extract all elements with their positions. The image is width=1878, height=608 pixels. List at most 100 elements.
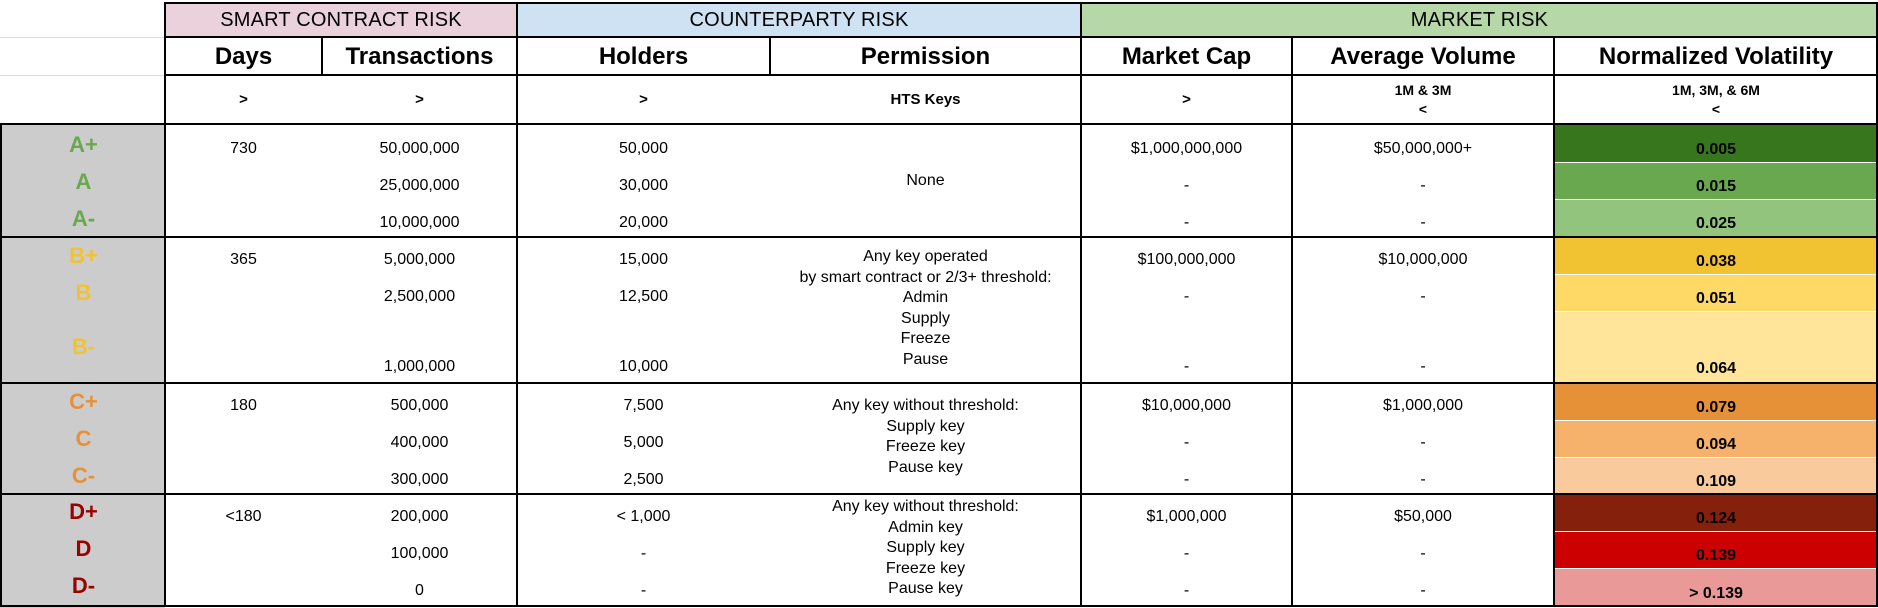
transactions-value: 200,000 [390, 508, 449, 525]
permission-line: Pause key [888, 580, 963, 597]
grade-label: D [75, 536, 92, 561]
border-line [0, 493, 1878, 495]
volatility-separator [1554, 420, 1878, 421]
grade-column-background [0, 125, 165, 608]
volatility-cell: 0.051 [1554, 275, 1878, 311]
volatility-cell: 0.005 [1554, 125, 1878, 162]
grid-line [0, 37, 165, 38]
permission-line: Supply key [886, 539, 965, 556]
grade-label: C- [71, 463, 96, 488]
column-header-permission: Permission [860, 42, 991, 70]
permission-value-c: Any key without threshold: Supply key Fr… [770, 396, 1081, 478]
holders-value: 12,500 [619, 288, 668, 305]
market-cap-value: - [1183, 471, 1190, 488]
permission-value-b: Any key operated by smart contract or 2/… [770, 247, 1081, 370]
subheader-average-volume-operator: < [1418, 101, 1428, 117]
volatility-cell: 0.109 [1554, 458, 1878, 493]
transactions-value: 50,000,000 [379, 140, 460, 157]
volatility-cell: 0.094 [1554, 421, 1878, 457]
border-line [769, 36, 771, 76]
border-line [0, 123, 1878, 125]
market-cap-value: - [1183, 545, 1190, 562]
market-cap-value: - [1183, 288, 1190, 305]
column-header-market-cap: Market Cap [1121, 42, 1252, 70]
border-line [0, 123, 2, 607]
transactions-value: 400,000 [390, 434, 449, 451]
group-header-smart-contract: SMART CONTRACT RISK [165, 3, 517, 37]
volatility-cell: 0.079 [1554, 384, 1878, 420]
transactions-value: 1,000,000 [383, 358, 456, 375]
transactions-value: 5,000,000 [383, 251, 456, 268]
group-header-counterparty: COUNTERPARTY RISK [517, 3, 1081, 37]
volatility-value: 0.064 [1695, 360, 1737, 377]
volatility-value: 0.079 [1695, 399, 1737, 416]
average-volume-value: - [1420, 358, 1426, 375]
average-volume-value: - [1420, 434, 1426, 451]
volatility-value: 0.109 [1695, 472, 1737, 490]
permission-line: by smart contract or 2/3+ threshold: [799, 268, 1052, 286]
border-line [516, 2, 518, 607]
grade-label: A- [71, 206, 96, 231]
transactions-value: 300,000 [390, 471, 449, 488]
permission-line: Any key operated [863, 248, 988, 265]
grade-label: D- [71, 573, 96, 598]
holders-value: 30,000 [619, 177, 668, 194]
grade-label: A [75, 169, 92, 194]
transactions-value: 25,000,000 [379, 177, 460, 194]
market-cap-value: - [1183, 358, 1190, 375]
volatility-value: 0.025 [1695, 215, 1737, 232]
permission-line: Freeze key [885, 438, 966, 455]
holders-value: - [640, 545, 647, 562]
volatility-separator [1554, 199, 1878, 200]
volatility-separator [1554, 274, 1878, 275]
grade-label: A+ [69, 132, 98, 157]
transactions-value: 0 [415, 582, 424, 599]
volatility-value: 0.005 [1695, 140, 1737, 158]
market-cap-value: - [1183, 177, 1190, 194]
permission-line: Any key without threshold: [832, 397, 1019, 414]
border-line [165, 74, 1878, 76]
column-header-transactions: Transactions [345, 42, 494, 70]
market-cap-value: - [1183, 582, 1190, 599]
permission-line: Pause [902, 350, 949, 368]
transactions-value: 10,000,000 [379, 214, 460, 231]
holders-value: 2,500 [623, 471, 664, 488]
border-line [1876, 2, 1878, 607]
transactions-value: 2,500,000 [383, 288, 456, 305]
subheader-volatility: 1M, 3M, & 6M < [1554, 76, 1878, 124]
grade-label: B+ [69, 243, 98, 268]
column-header-normalized-volatility: Normalized Volatility [1598, 42, 1834, 70]
market-cap-value: - [1183, 434, 1190, 451]
subheader-market-cap: > [1182, 91, 1191, 108]
volatility-value: 0.124 [1695, 510, 1737, 527]
average-volume-value: - [1420, 288, 1426, 305]
grid-line [0, 75, 165, 76]
subheader-days: > [239, 91, 248, 108]
volatility-cell: 0.038 [1554, 238, 1878, 274]
permission-line: Pause key [888, 458, 963, 476]
border-line [165, 36, 1878, 38]
volatility-value: 0.051 [1695, 290, 1737, 307]
market-cap-value: - [1183, 214, 1190, 231]
group-header-market: MARKET RISK [1081, 3, 1878, 37]
subheader-permission: HTS Keys [890, 91, 961, 108]
holders-value: 10,000 [619, 358, 668, 375]
average-volume-value: $1,000,000 [1382, 397, 1464, 414]
volatility-cell: 0.124 [1554, 495, 1878, 531]
border-line [1291, 36, 1293, 607]
subheader-volatility-period: 1M, 3M, & 6M [1672, 82, 1760, 98]
holders-value: 15,000 [619, 251, 668, 268]
average-volume-value: - [1420, 214, 1426, 231]
volatility-separator [1554, 162, 1878, 163]
average-volume-value: $50,000 [1394, 508, 1452, 525]
volatility-cell: 0.015 [1554, 163, 1878, 199]
average-volume-value: $10,000,000 [1378, 251, 1468, 268]
holders-value: 20,000 [619, 214, 668, 231]
market-cap-value: $100,000,000 [1137, 251, 1236, 268]
permission-line: Freeze [900, 330, 951, 347]
permission-value-d: Any key without threshold: Admin key Sup… [770, 497, 1081, 600]
volatility-cell: 0.064 [1554, 312, 1878, 382]
market-cap-value: $10,000,000 [1142, 397, 1231, 414]
permission-line: Freeze key [885, 559, 966, 577]
volatility-value: 0.038 [1695, 253, 1737, 270]
